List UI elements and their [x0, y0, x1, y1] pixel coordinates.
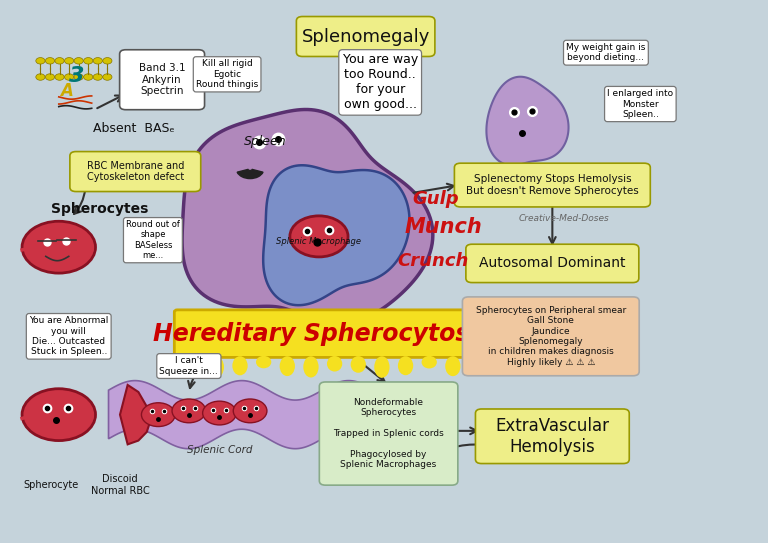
Polygon shape: [120, 385, 151, 444]
Text: Spherocytes: Spherocytes: [51, 203, 148, 216]
Circle shape: [74, 74, 83, 80]
Polygon shape: [108, 381, 399, 449]
Circle shape: [65, 74, 74, 80]
FancyBboxPatch shape: [120, 50, 204, 110]
Text: Creative-Med-Doses: Creative-Med-Doses: [518, 214, 609, 223]
Text: Spherocytes on Peripheral smear
Gall Stone
Jaundice
Splenomegaly
in children mak: Spherocytes on Peripheral smear Gall Sto…: [475, 306, 626, 367]
Text: ExtraVascular
Hemolysis: ExtraVascular Hemolysis: [495, 417, 609, 456]
Text: You are Abnormal
you will
Die... Outcasted
Stuck in Spleen..: You are Abnormal you will Die... Outcast…: [29, 316, 108, 356]
Text: Nondeformable
Spherocytes

Trapped in Splenic cords

Phagocylosed by
Splenic Mac: Nondeformable Spherocytes Trapped in Spl…: [333, 398, 444, 469]
Circle shape: [45, 74, 55, 80]
Circle shape: [103, 58, 112, 64]
Ellipse shape: [256, 356, 271, 368]
Ellipse shape: [422, 356, 437, 369]
Text: Splenic Cord: Splenic Cord: [187, 445, 252, 455]
Text: Spleen: Spleen: [244, 135, 286, 148]
Text: I enlarged into
Monster
Spleen..: I enlarged into Monster Spleen..: [607, 89, 674, 119]
Text: Kill all rigid
Egotic
Round thingis: Kill all rigid Egotic Round thingis: [196, 59, 258, 89]
Circle shape: [36, 58, 45, 64]
Text: Splenic Macrophage: Splenic Macrophage: [276, 237, 362, 247]
Wedge shape: [237, 169, 263, 179]
Ellipse shape: [445, 356, 461, 376]
Text: Munch: Munch: [405, 217, 482, 237]
Text: Crunch: Crunch: [397, 252, 468, 270]
Text: Spherocyte: Spherocyte: [24, 480, 79, 490]
Polygon shape: [486, 77, 568, 166]
Ellipse shape: [398, 356, 413, 375]
Ellipse shape: [327, 356, 343, 371]
Circle shape: [36, 74, 45, 80]
Ellipse shape: [374, 356, 389, 378]
Text: Gulp: Gulp: [412, 190, 459, 207]
Polygon shape: [182, 110, 433, 324]
Circle shape: [65, 58, 74, 64]
Circle shape: [141, 403, 175, 427]
Circle shape: [84, 74, 93, 80]
Circle shape: [93, 58, 102, 64]
Circle shape: [45, 58, 55, 64]
Text: Absent  BASₑ: Absent BASₑ: [93, 122, 175, 135]
Text: I can't
Squeeze in...: I can't Squeeze in...: [160, 356, 218, 376]
Ellipse shape: [280, 356, 295, 376]
Circle shape: [74, 58, 83, 64]
FancyBboxPatch shape: [455, 163, 650, 207]
Text: Hereditary Spherocytosis: Hereditary Spherocytosis: [154, 321, 492, 346]
Text: Autosomal Dominant: Autosomal Dominant: [479, 256, 626, 270]
Polygon shape: [263, 165, 409, 305]
Circle shape: [22, 389, 95, 440]
FancyBboxPatch shape: [70, 151, 200, 192]
FancyBboxPatch shape: [475, 409, 629, 464]
Text: RBC Membrane and
Cytoskeleton defect: RBC Membrane and Cytoskeleton defect: [87, 161, 184, 182]
FancyBboxPatch shape: [296, 16, 435, 56]
FancyBboxPatch shape: [462, 297, 639, 376]
Circle shape: [203, 401, 237, 425]
Circle shape: [103, 74, 112, 80]
FancyBboxPatch shape: [466, 244, 639, 282]
FancyBboxPatch shape: [319, 382, 458, 485]
Text: Splenomegaly: Splenomegaly: [302, 28, 430, 46]
Text: A: A: [60, 81, 73, 99]
Circle shape: [93, 74, 102, 80]
Circle shape: [55, 74, 65, 80]
Text: Discoid
Normal RBC: Discoid Normal RBC: [91, 474, 149, 496]
Text: Band 3.1
Ankyrin
Spectrin: Band 3.1 Ankyrin Spectrin: [139, 63, 185, 96]
Circle shape: [84, 58, 93, 64]
Text: Round out of
shape
BASeless
me...: Round out of shape BASeless me...: [126, 220, 180, 260]
Ellipse shape: [351, 356, 366, 372]
Ellipse shape: [185, 356, 200, 372]
Text: Splenectomy Stops Hemolysis
But doesn't Remove Spherocytes: Splenectomy Stops Hemolysis But doesn't …: [466, 174, 639, 196]
Circle shape: [290, 216, 348, 257]
Text: 3: 3: [68, 66, 84, 86]
Circle shape: [22, 221, 95, 273]
Ellipse shape: [209, 356, 224, 378]
Ellipse shape: [303, 356, 319, 377]
Text: You are way
too Round..
for your
own good...: You are way too Round.. for your own goo…: [343, 53, 418, 111]
Text: My weight gain is
beyond dieting...: My weight gain is beyond dieting...: [566, 43, 646, 62]
Circle shape: [172, 399, 206, 423]
Ellipse shape: [233, 356, 247, 375]
Circle shape: [55, 58, 65, 64]
Circle shape: [233, 399, 267, 423]
FancyBboxPatch shape: [174, 310, 472, 357]
